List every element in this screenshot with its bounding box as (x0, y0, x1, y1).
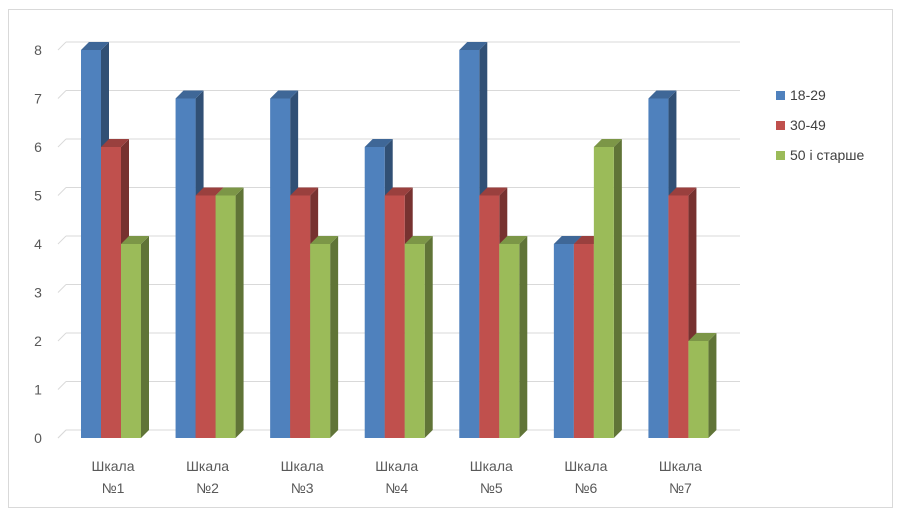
x-tick-label: №5 (480, 480, 503, 496)
bar-front (688, 341, 709, 438)
bar-front (499, 244, 520, 438)
x-tick-label: №1 (102, 480, 125, 496)
bar-front (648, 98, 669, 438)
y-tick-label: 4 (34, 236, 42, 252)
bar-side (235, 187, 244, 438)
bar-front (310, 244, 331, 438)
bar (499, 236, 528, 438)
bar-side (613, 139, 622, 438)
bar-top (81, 42, 109, 50)
bar (688, 333, 717, 438)
bar-front (270, 98, 291, 438)
gridline-side (57, 429, 67, 439)
gridline-side (57, 381, 67, 390)
bar-front (593, 147, 614, 438)
legend-swatch-2 (776, 150, 785, 160)
x-tick-label: Шкала (659, 458, 702, 474)
gridline-side (57, 332, 67, 342)
legend-label: 50 і старше (790, 147, 865, 163)
bar-top (175, 90, 204, 99)
y-tick-label: 3 (34, 285, 42, 301)
y-tick-label: 2 (34, 333, 42, 349)
x-tick-label: Шкала (375, 458, 418, 474)
bar-top (364, 139, 393, 147)
x-tick-label: Шкала (91, 458, 134, 474)
legend-item: 18-29 (776, 80, 864, 110)
x-tick-label: №2 (196, 480, 219, 496)
chart-area (8, 9, 893, 508)
y-tick-label: 7 (34, 91, 42, 107)
x-tick-label: №7 (669, 480, 692, 496)
bar-top (195, 187, 224, 196)
legend-label: 18-29 (790, 87, 826, 103)
x-tick-label: Шкала (470, 458, 513, 474)
bar-front (81, 50, 101, 438)
bar-top (121, 236, 149, 244)
gridline-side (57, 187, 67, 196)
bar-top (404, 236, 433, 244)
gridline-side (57, 235, 67, 245)
bar-front (175, 98, 196, 438)
legend-label: 30-49 (790, 117, 826, 133)
bar (310, 236, 339, 438)
x-tick-label: Шкала (186, 458, 229, 474)
gridline-side (57, 138, 67, 148)
bar-top (290, 187, 319, 196)
bar-front (459, 50, 480, 438)
bar-front (215, 195, 236, 438)
bar-front (384, 195, 405, 438)
x-tick-label: №4 (385, 480, 408, 496)
gridline-side (57, 41, 67, 51)
x-tick-label: Шкала (281, 458, 324, 474)
x-tick-label: №3 (291, 480, 314, 496)
legend-item: 50 і старше (776, 140, 864, 170)
legend-item: 30-49 (776, 110, 864, 140)
bar-top (101, 139, 129, 147)
bar-top (215, 187, 244, 196)
bar-top (553, 236, 582, 244)
bar-front (668, 195, 689, 438)
bar (404, 236, 433, 438)
y-tick-label: 5 (34, 188, 42, 204)
bar-front (101, 147, 121, 438)
bar-front (195, 195, 216, 438)
bar-top (310, 236, 339, 244)
bar-top (384, 187, 413, 196)
bar-side (330, 236, 339, 438)
y-tick-label: 6 (34, 139, 42, 155)
gridline-side (57, 90, 67, 99)
y-tick-label: 0 (34, 430, 42, 446)
bar-front (573, 244, 594, 438)
bar (593, 139, 622, 438)
bar-top (688, 333, 717, 341)
bar-front (553, 244, 574, 438)
bar (121, 236, 149, 438)
bar-top (479, 187, 508, 196)
x-tick-label: №6 (574, 480, 597, 496)
bar-side (708, 333, 717, 438)
bar-top (593, 139, 622, 147)
bar-top (648, 90, 677, 99)
gridline-side (57, 284, 67, 293)
bar (215, 187, 244, 438)
bar-top (270, 90, 299, 99)
y-tick-label: 8 (34, 42, 42, 58)
bar-top (668, 187, 697, 196)
x-tick-label: Шкала (564, 458, 607, 474)
y-tick-label: 1 (34, 382, 42, 398)
bar-front (479, 195, 500, 438)
bar-side (141, 236, 149, 438)
bar-front (290, 195, 311, 438)
bar-front (121, 244, 141, 438)
bar-front (404, 244, 425, 438)
legend-swatch-0 (776, 90, 785, 100)
bar-front (364, 147, 385, 438)
legend: 18-29 30-49 50 і старше (776, 80, 864, 170)
legend-swatch-1 (776, 120, 785, 130)
bar-top (499, 236, 528, 244)
bar-side (519, 236, 528, 438)
bar-side (424, 236, 433, 438)
bar-top (459, 42, 488, 50)
